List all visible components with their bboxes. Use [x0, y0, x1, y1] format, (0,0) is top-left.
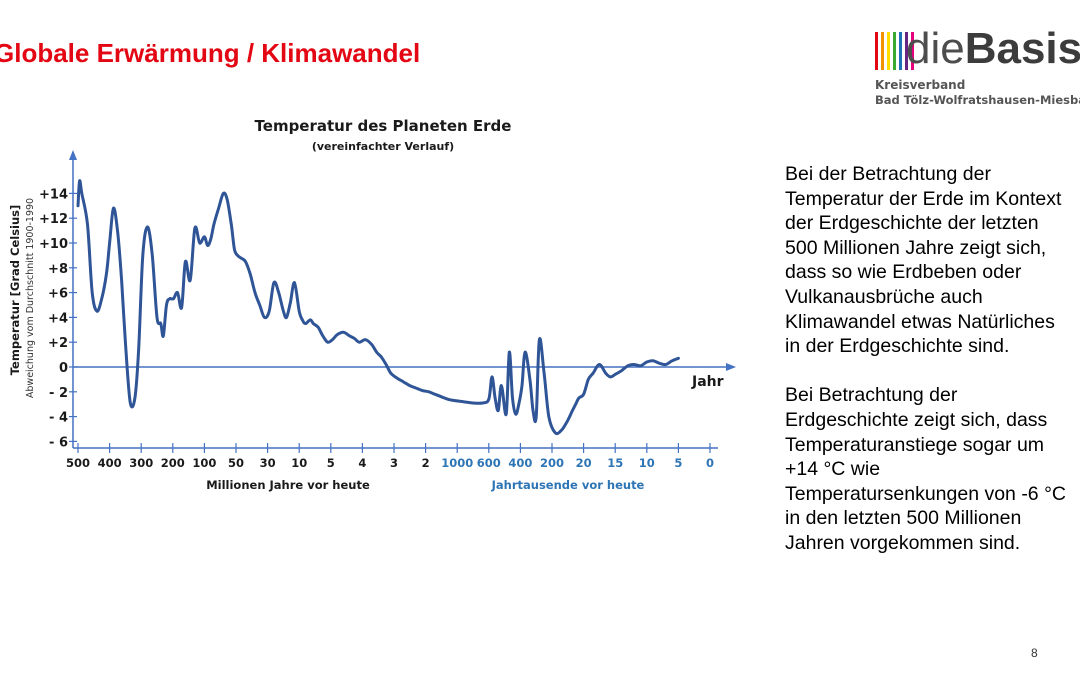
paragraph1-line: Bei der Betrachtung der: [785, 163, 991, 185]
x-group-label-jahrtausende: Jahrtausende vor heute: [491, 478, 645, 492]
y-axis-label: Temperatur [Grad Celsius]: [8, 205, 22, 376]
x-tick-label: 5: [674, 456, 682, 470]
logo-bar-2: [887, 32, 890, 70]
x-tick-label: 400: [98, 456, 122, 470]
x-tick-label: 10: [291, 456, 307, 470]
logo-bar-6: [911, 32, 914, 70]
paragraph1-line: 500 Millionen Jahre zeigt sich,: [785, 236, 1047, 259]
paragraph2-line: Jahren vorgekommen sind.: [785, 531, 1021, 554]
paragraph1-line: Klimawandel etwas Natürliches: [785, 310, 1055, 333]
y-axis-sublabel: Abweichung vom Durchschnitt 1900-1990: [25, 198, 36, 398]
paragraph1-line: dass so wie Erdbeben oder: [785, 261, 1022, 284]
temperature-series-line: [76, 179, 680, 436]
y-tick-label: 0: [59, 361, 68, 376]
y-tick-label: +10: [39, 237, 68, 252]
chart-title: Temperatur des Planeten Erde: [255, 117, 512, 135]
paragraph1-line: Temperatur der Erde im Kontext: [785, 187, 1062, 210]
x-tick-label: 0: [706, 456, 714, 470]
explanation-text: Bei der Betrachtung der Temperatur der Er…: [785, 162, 1080, 592]
logo-bar-0: [875, 32, 878, 70]
y-tick-label: +6: [48, 287, 68, 302]
x-tick-label: 4: [358, 456, 366, 470]
y-tick-labels: +14 +12 +10 +8 +6 +4 +2 0 - 2 - 4 - 6: [39, 187, 68, 450]
paragraph1-line: Vulkanausbrüche auch: [785, 285, 983, 308]
x-tick-label: 2: [422, 456, 430, 470]
logo-word-bold: Basis: [964, 30, 1080, 73]
logo-word-light: die: [906, 30, 965, 73]
x-axis-arrow-icon: [726, 363, 736, 371]
logo-subtitle-kreisverband: Kreisverband: [875, 78, 966, 92]
x-tick-label: 50: [228, 456, 244, 470]
logo-bar-4: [899, 32, 902, 70]
x-tick-label: 5: [327, 456, 335, 470]
x-tick-label: 3: [390, 456, 398, 470]
y-tick-label: +2: [48, 336, 68, 351]
logo-wordmark: dieBasis: [906, 30, 1080, 74]
logo-bar-3: [893, 32, 896, 70]
explanation-paragraph-1: Bei der Betrachtung der Temperatur der Er…: [785, 162, 1080, 359]
y-axis-arrow-icon: [69, 150, 77, 160]
x-tick-label: 1000: [441, 456, 473, 470]
paragraph2-line: +14 °C wie: [785, 458, 881, 481]
x-tick-label: 300: [129, 456, 153, 470]
x-tick-label: 600: [477, 456, 501, 470]
paragraph1-line: der Erdgeschichte der letzten: [785, 212, 1039, 235]
x-tick-label: 500: [66, 456, 90, 470]
logo-color-bars-icon: [875, 32, 914, 70]
y-tick-label: - 4: [49, 411, 68, 426]
x-tick-label: 15: [607, 456, 623, 470]
paragraph2-line: Bei Betrachtung der: [785, 384, 958, 407]
x-tick-label: 200: [161, 456, 185, 470]
paragraph2-line: Erdgeschichte zeigt sich, dass: [785, 408, 1048, 431]
y-tick-label: - 2: [49, 386, 68, 401]
paragraph2-line: Temperatursenkungen von -6 °C: [785, 482, 1066, 505]
y-tick-label: +12: [39, 212, 68, 227]
diebasis-logo: dieBasis Kreisverband Bad Tölz-Wolfratsh…: [875, 30, 1080, 110]
y-tick-label: +8: [48, 262, 68, 277]
x-tick-label: 20: [576, 456, 592, 470]
x-group-label-millionen: Millionen Jahre vor heute: [206, 478, 370, 492]
page-number: 8: [1031, 646, 1038, 660]
y-tick-label: +14: [39, 187, 68, 202]
x-tick-label: 30: [260, 456, 276, 470]
logo-subtitle-region: Bad Tölz-Wolfratshausen-Miesbach: [875, 93, 1080, 107]
chart-axes: [69, 150, 736, 453]
x-tick-labels: 500 400 300 200 100 50 30 10 5 4 3 2 1000 600 400 200 20…: [66, 456, 714, 470]
chart-subtitle: (vereinfachter Verlauf): [312, 140, 454, 153]
paragraph1-line: in der Erdgeschichte sind.: [785, 335, 1010, 358]
paragraph2-line: Temperaturanstiege sogar um: [785, 433, 1045, 456]
x-tick-label: 400: [508, 456, 532, 470]
x-tick-label: 10: [639, 456, 655, 470]
paragraph2-line: in den letzten 500 Millionen: [785, 507, 1022, 530]
logo-bar-1: [881, 32, 884, 70]
x-axis-end-label: Jahr: [691, 374, 724, 390]
logo-bar-5: [905, 32, 908, 70]
x-tick-label: 100: [192, 456, 216, 470]
temperature-chart: Temperatur des Planeten Erde (vereinfach…: [8, 117, 736, 492]
x-tick-label: 200: [540, 456, 564, 470]
explanation-paragraph-2: Bei Betrachtung der Erdgeschichte zeigt s…: [785, 383, 1080, 555]
y-tick-label: - 6: [49, 435, 68, 450]
slide-title: Globale Erwärmung / Klimawandel: [0, 38, 421, 68]
y-tick-label: +4: [48, 311, 68, 326]
